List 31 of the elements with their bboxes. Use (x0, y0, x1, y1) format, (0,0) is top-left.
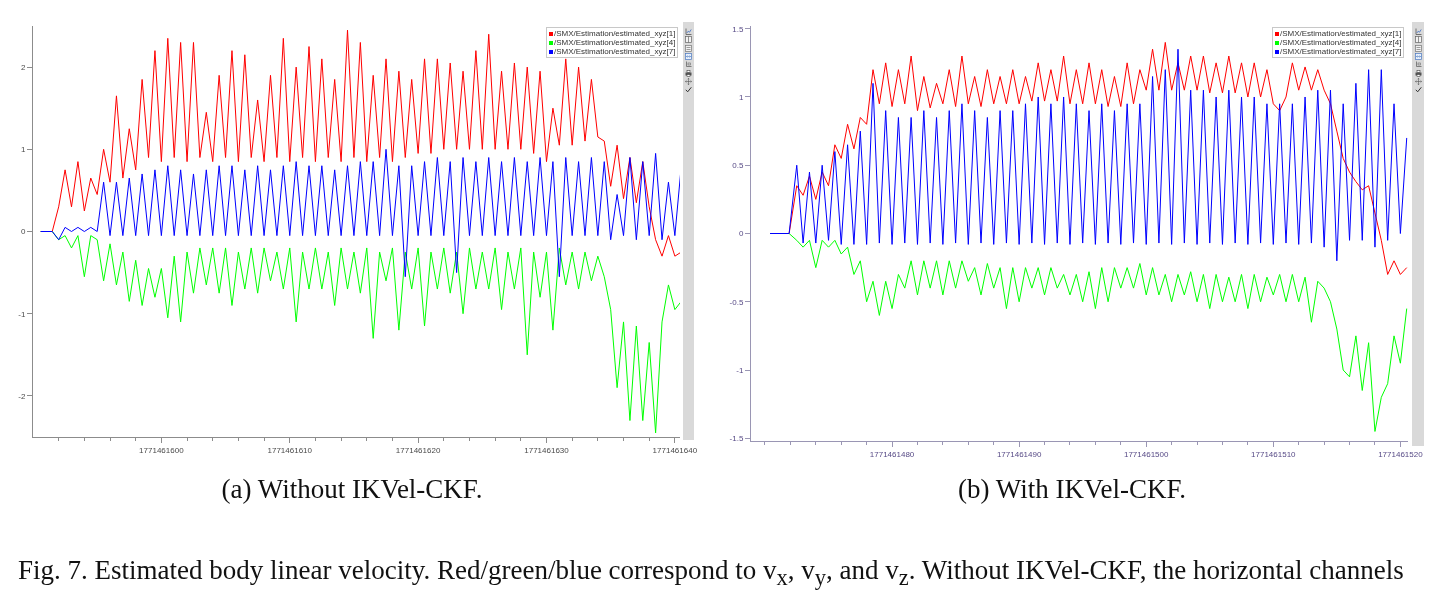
x-tick-label: 1771461620 (395, 445, 441, 455)
x-tick-label: 1771461630 (524, 445, 570, 455)
y-tick-label: 0.5 (732, 161, 744, 171)
text: (b) With IKVel-CKF. (958, 473, 1186, 505)
legend-label: /SMX/Estimation/estimated_xyz[7] (1280, 47, 1402, 56)
x-tick-label: 1771461490 (996, 449, 1042, 459)
y-tick-label: -1 (18, 309, 26, 319)
y-tick-label: 1 (738, 92, 744, 102)
legend-label: /SMX/Estimation/estimated_xyz[1] (554, 29, 676, 38)
x-tick-label: 1771461640 (652, 445, 698, 455)
legend-label: /SMX/Estimation/estimated_xyz[4] (1280, 38, 1402, 47)
x-tick-label: 1771461480 (869, 449, 915, 459)
y-tick-label: -2 (18, 391, 26, 401)
legend-label: /SMX/Estimation/estimated_xyz[7] (554, 47, 676, 56)
y-tick-label: 1.5 (732, 24, 744, 34)
x-tick-label: 1771461500 (1123, 449, 1170, 459)
text: (a) Without IKVel-CKF. (221, 473, 483, 505)
y-tick-label: 0 (20, 227, 26, 237)
y-tick-label: 1 (20, 145, 26, 155)
caption: Fig. 7. Estimated body linear velocity. Red/green/blue correspond to v$_{x}$, v$_{y}$, and v$_{z}$. Without IKVel-CKF, the horizontal channels (18, 554, 1404, 593)
x-tick-label: 1771461520 (1378, 449, 1424, 459)
x-tick-label: 1771461600 (139, 445, 185, 455)
y-tick-label: 0 (738, 229, 744, 239)
legend-label: /SMX/Estimation/estimated_xyz[4] (554, 38, 676, 47)
y-tick-label: -0.5 (729, 297, 744, 307)
y-tick-label: -1.5 (729, 434, 744, 444)
legend-label: /SMX/Estimation/estimated_xyz[1] (1280, 29, 1402, 38)
x-tick-label: 1771461610 (267, 445, 313, 455)
y-tick-label: 2 (20, 62, 26, 72)
y-tick-label: -1 (736, 365, 744, 375)
x-tick-label: 1771461510 (1251, 449, 1297, 459)
